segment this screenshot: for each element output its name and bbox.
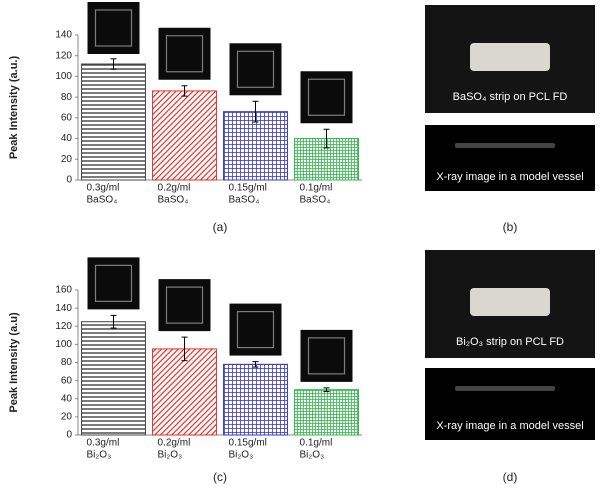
error-bar: [110, 58, 117, 70]
y-tick-label: 140: [55, 303, 72, 314]
photo-caption: X-ray image in a model vessel: [436, 420, 583, 432]
x-tick-label: Bi₂O₃: [87, 450, 112, 461]
x-tick-label: BaSO₄: [87, 195, 118, 206]
thumbnail: [229, 43, 282, 96]
y-tick-label: 80: [61, 357, 73, 368]
xray-image: [425, 125, 595, 191]
thumbnail-frame: [165, 286, 204, 324]
y-tick-label: 80: [61, 92, 73, 103]
strip: [470, 288, 550, 316]
y-tick-label: 60: [61, 112, 73, 123]
bar: [81, 321, 146, 436]
vessel: [455, 143, 555, 148]
y-tick-label: 0: [66, 430, 72, 441]
vessel: [455, 386, 555, 391]
x-tick-label: Bi₂O₃: [229, 450, 254, 461]
thumbnail: [300, 71, 353, 124]
x-tick-label: 0.15g/ml: [229, 438, 267, 449]
thumbnail-frame: [236, 50, 275, 88]
panel-label: (b): [503, 220, 518, 234]
bar: [152, 348, 217, 436]
bar: [81, 63, 146, 181]
bar: [223, 363, 288, 436]
x-tick-label: BaSO₄: [229, 195, 260, 206]
y-tick-label: 100: [55, 71, 72, 82]
thumbnail-frame: [236, 310, 275, 349]
x-tick-label: 0.15g/ml: [229, 183, 267, 194]
thumbnail: [300, 329, 353, 382]
thumbnail-frame: [94, 264, 133, 302]
x-tick-label: Bi₂O₃: [300, 450, 325, 461]
y-tick-label: 40: [61, 133, 73, 144]
thumbnail-frame: [307, 78, 346, 116]
xray-image: [425, 368, 595, 440]
y-tick-label: 120: [55, 50, 72, 61]
error-bar: [252, 100, 259, 123]
y-axis-label: Peak Intensity (a.u): [8, 312, 20, 413]
thumbnail-frame: [94, 9, 133, 47]
x-tick-label: 0.3g/ml: [87, 183, 120, 194]
y-tick-label: 20: [61, 412, 73, 423]
error-bar: [181, 336, 188, 362]
x-tick-label: 0.3g/ml: [87, 438, 120, 449]
x-tick-label: 0.1g/ml: [300, 183, 333, 194]
photo-caption: BaSO₄ strip on PCL FD: [453, 91, 568, 103]
x-tick-label: Bi₂O₃: [158, 450, 183, 461]
photo-caption: X-ray image in a model vessel: [436, 171, 583, 183]
y-tick-label: 120: [55, 321, 72, 332]
error-bar: [252, 361, 259, 368]
y-tick-label: 100: [55, 339, 72, 350]
y-tick-label: 40: [61, 393, 73, 404]
error-bar: [181, 85, 188, 97]
thumbnail: [158, 279, 211, 332]
bar: [294, 389, 359, 436]
y-tick-label: 60: [61, 375, 73, 386]
thumbnail: [229, 303, 282, 356]
x-tick-label: BaSO₄: [158, 195, 189, 206]
panel-label: (c): [213, 470, 227, 484]
panel-label: (d): [503, 470, 518, 484]
y-tick-label: 0: [66, 175, 72, 186]
photo-caption: Bi₂O₃ strip on PCL FD: [456, 336, 564, 348]
thumbnail: [87, 257, 140, 310]
thumbnail-frame: [165, 35, 204, 73]
thumbnail: [87, 2, 140, 54]
error-bar: [110, 314, 117, 329]
panel-label: (a): [213, 220, 228, 234]
thumbnail-frame: [307, 337, 346, 375]
y-tick-label: 140: [55, 30, 72, 41]
y-tick-label: 20: [61, 154, 73, 165]
y-tick-label: 160: [55, 285, 72, 296]
y-axis-label: Peak Intensity (a.u.): [8, 56, 20, 160]
bar: [223, 111, 288, 181]
bar: [152, 90, 217, 181]
error-bar: [323, 128, 330, 149]
strip: [470, 43, 550, 71]
x-tick-label: 0.1g/ml: [300, 438, 333, 449]
error-bar: [323, 387, 330, 392]
thumbnail: [158, 27, 211, 80]
x-tick-label: 0.2g/ml: [158, 183, 191, 194]
x-tick-label: BaSO₄: [300, 195, 331, 206]
x-tick-label: 0.2g/ml: [158, 438, 191, 449]
